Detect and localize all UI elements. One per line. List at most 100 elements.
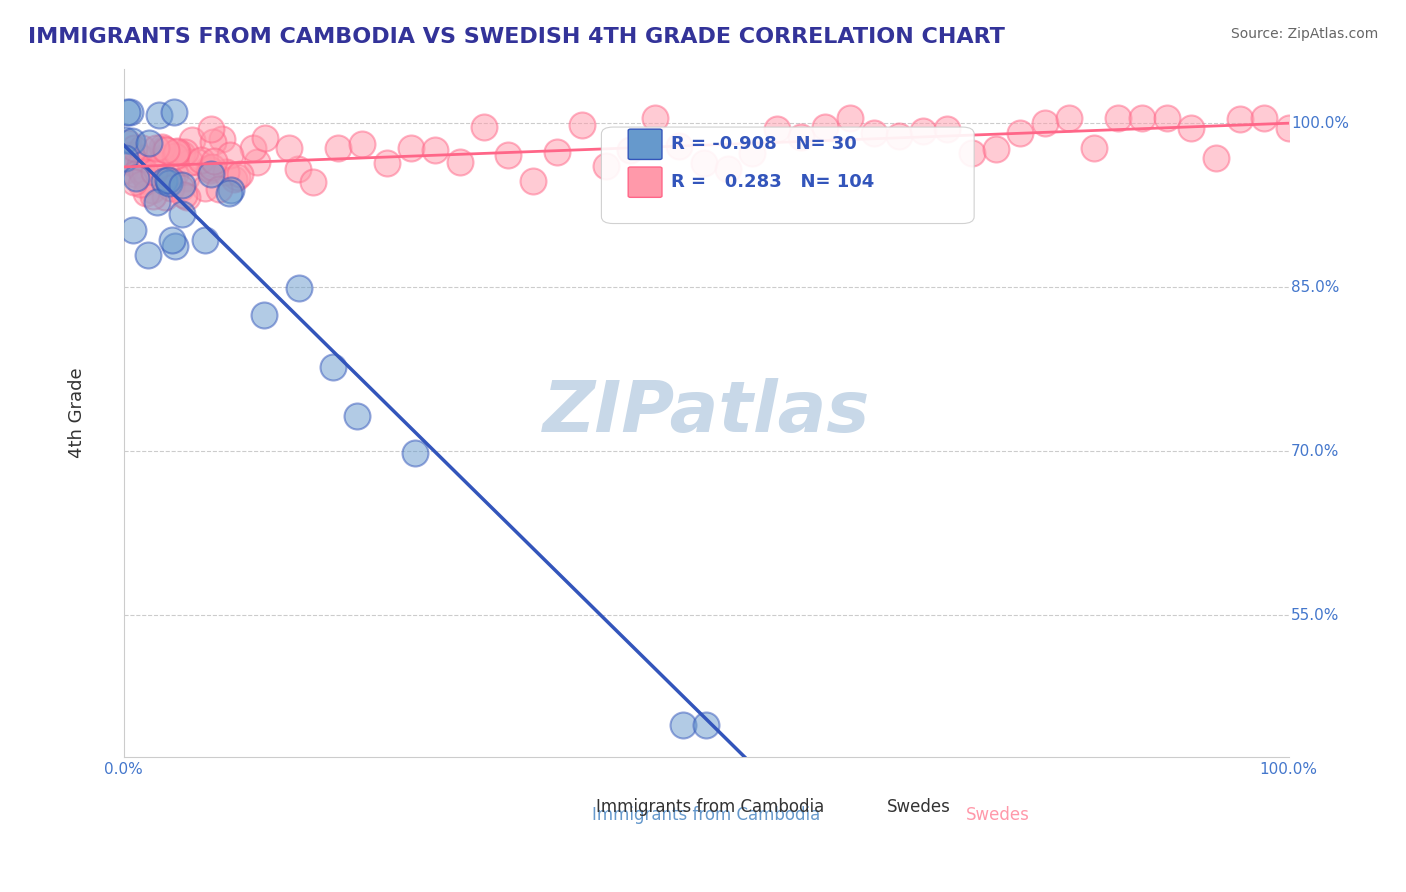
Point bbox=[695, 717, 717, 731]
Point bbox=[136, 174, 159, 188]
Point bbox=[152, 151, 174, 165]
Point bbox=[1253, 111, 1275, 125]
Point bbox=[200, 122, 222, 136]
Point bbox=[120, 148, 142, 162]
Text: IMMIGRANTS FROM CAMBODIA VS SWEDISH 4TH GRADE CORRELATION CHART: IMMIGRANTS FROM CAMBODIA VS SWEDISH 4TH … bbox=[28, 27, 1005, 46]
Text: 85.0%: 85.0% bbox=[1291, 280, 1340, 294]
Point bbox=[165, 145, 187, 159]
Point bbox=[155, 189, 177, 203]
Point bbox=[399, 141, 422, 155]
Point bbox=[117, 136, 139, 150]
Point bbox=[936, 121, 959, 136]
Point bbox=[143, 165, 166, 179]
Point bbox=[146, 194, 169, 209]
Point bbox=[187, 154, 209, 169]
Point bbox=[644, 111, 666, 125]
Point bbox=[153, 173, 176, 187]
Point bbox=[790, 130, 813, 145]
FancyBboxPatch shape bbox=[602, 127, 974, 224]
Point bbox=[160, 174, 183, 188]
Point bbox=[1180, 121, 1202, 136]
Point bbox=[472, 120, 495, 134]
Point bbox=[125, 158, 148, 172]
Point bbox=[200, 167, 222, 181]
Text: 55.0%: 55.0% bbox=[1291, 607, 1340, 623]
Point bbox=[287, 161, 309, 176]
Point bbox=[1278, 121, 1301, 136]
Point bbox=[226, 169, 249, 184]
Point bbox=[692, 156, 714, 170]
Point bbox=[229, 167, 252, 181]
FancyBboxPatch shape bbox=[628, 129, 662, 160]
Text: R =   0.283   N= 104: R = 0.283 N= 104 bbox=[671, 173, 875, 191]
Point bbox=[148, 108, 170, 122]
Point bbox=[219, 182, 242, 196]
Point bbox=[352, 137, 374, 152]
Point bbox=[166, 144, 188, 158]
Point bbox=[115, 163, 138, 178]
Point bbox=[201, 135, 224, 149]
Point bbox=[194, 181, 217, 195]
Point bbox=[375, 156, 398, 170]
Point bbox=[141, 183, 163, 197]
Point bbox=[135, 186, 157, 200]
Point bbox=[838, 111, 860, 125]
Point bbox=[149, 158, 172, 172]
Point bbox=[246, 155, 269, 169]
Point bbox=[211, 132, 233, 146]
Point bbox=[498, 148, 520, 162]
Point bbox=[449, 155, 471, 169]
Point bbox=[668, 139, 690, 153]
Point bbox=[741, 145, 763, 160]
Text: 70.0%: 70.0% bbox=[1291, 443, 1340, 458]
Point bbox=[672, 717, 695, 731]
Point bbox=[134, 164, 156, 178]
Point bbox=[163, 105, 186, 120]
Point bbox=[522, 174, 544, 188]
Point bbox=[170, 181, 193, 195]
Point bbox=[984, 142, 1007, 156]
Point bbox=[253, 131, 276, 145]
Point bbox=[124, 168, 146, 182]
Point bbox=[887, 129, 910, 144]
Point bbox=[170, 147, 193, 161]
Point bbox=[125, 170, 148, 185]
Point bbox=[214, 165, 236, 179]
Point bbox=[1130, 111, 1153, 125]
Point bbox=[404, 446, 426, 460]
Point bbox=[208, 182, 231, 196]
Point bbox=[176, 190, 198, 204]
Point bbox=[346, 409, 368, 423]
Point bbox=[131, 166, 153, 180]
Point bbox=[115, 105, 138, 120]
Point bbox=[122, 175, 145, 189]
Point bbox=[619, 143, 641, 157]
Point bbox=[160, 181, 183, 195]
Point bbox=[131, 151, 153, 165]
Point bbox=[128, 158, 150, 172]
Point bbox=[765, 121, 787, 136]
Point bbox=[114, 151, 136, 165]
Point bbox=[198, 161, 221, 175]
Point bbox=[173, 188, 195, 202]
Point bbox=[122, 141, 145, 155]
Point bbox=[322, 360, 344, 375]
Point bbox=[163, 149, 186, 163]
FancyBboxPatch shape bbox=[628, 167, 662, 197]
Point bbox=[136, 248, 159, 262]
Point bbox=[121, 223, 143, 237]
Point bbox=[1010, 126, 1032, 140]
Point bbox=[142, 188, 165, 202]
FancyBboxPatch shape bbox=[564, 797, 589, 817]
Point bbox=[1229, 112, 1251, 127]
Point bbox=[287, 281, 309, 295]
Point bbox=[218, 186, 240, 201]
Point bbox=[181, 133, 204, 147]
Point bbox=[252, 308, 274, 322]
Point bbox=[863, 126, 886, 140]
Point bbox=[546, 145, 568, 160]
Text: Source: ZipAtlas.com: Source: ZipAtlas.com bbox=[1230, 27, 1378, 41]
Point bbox=[115, 153, 138, 168]
Point bbox=[194, 233, 217, 247]
Point bbox=[131, 141, 153, 155]
